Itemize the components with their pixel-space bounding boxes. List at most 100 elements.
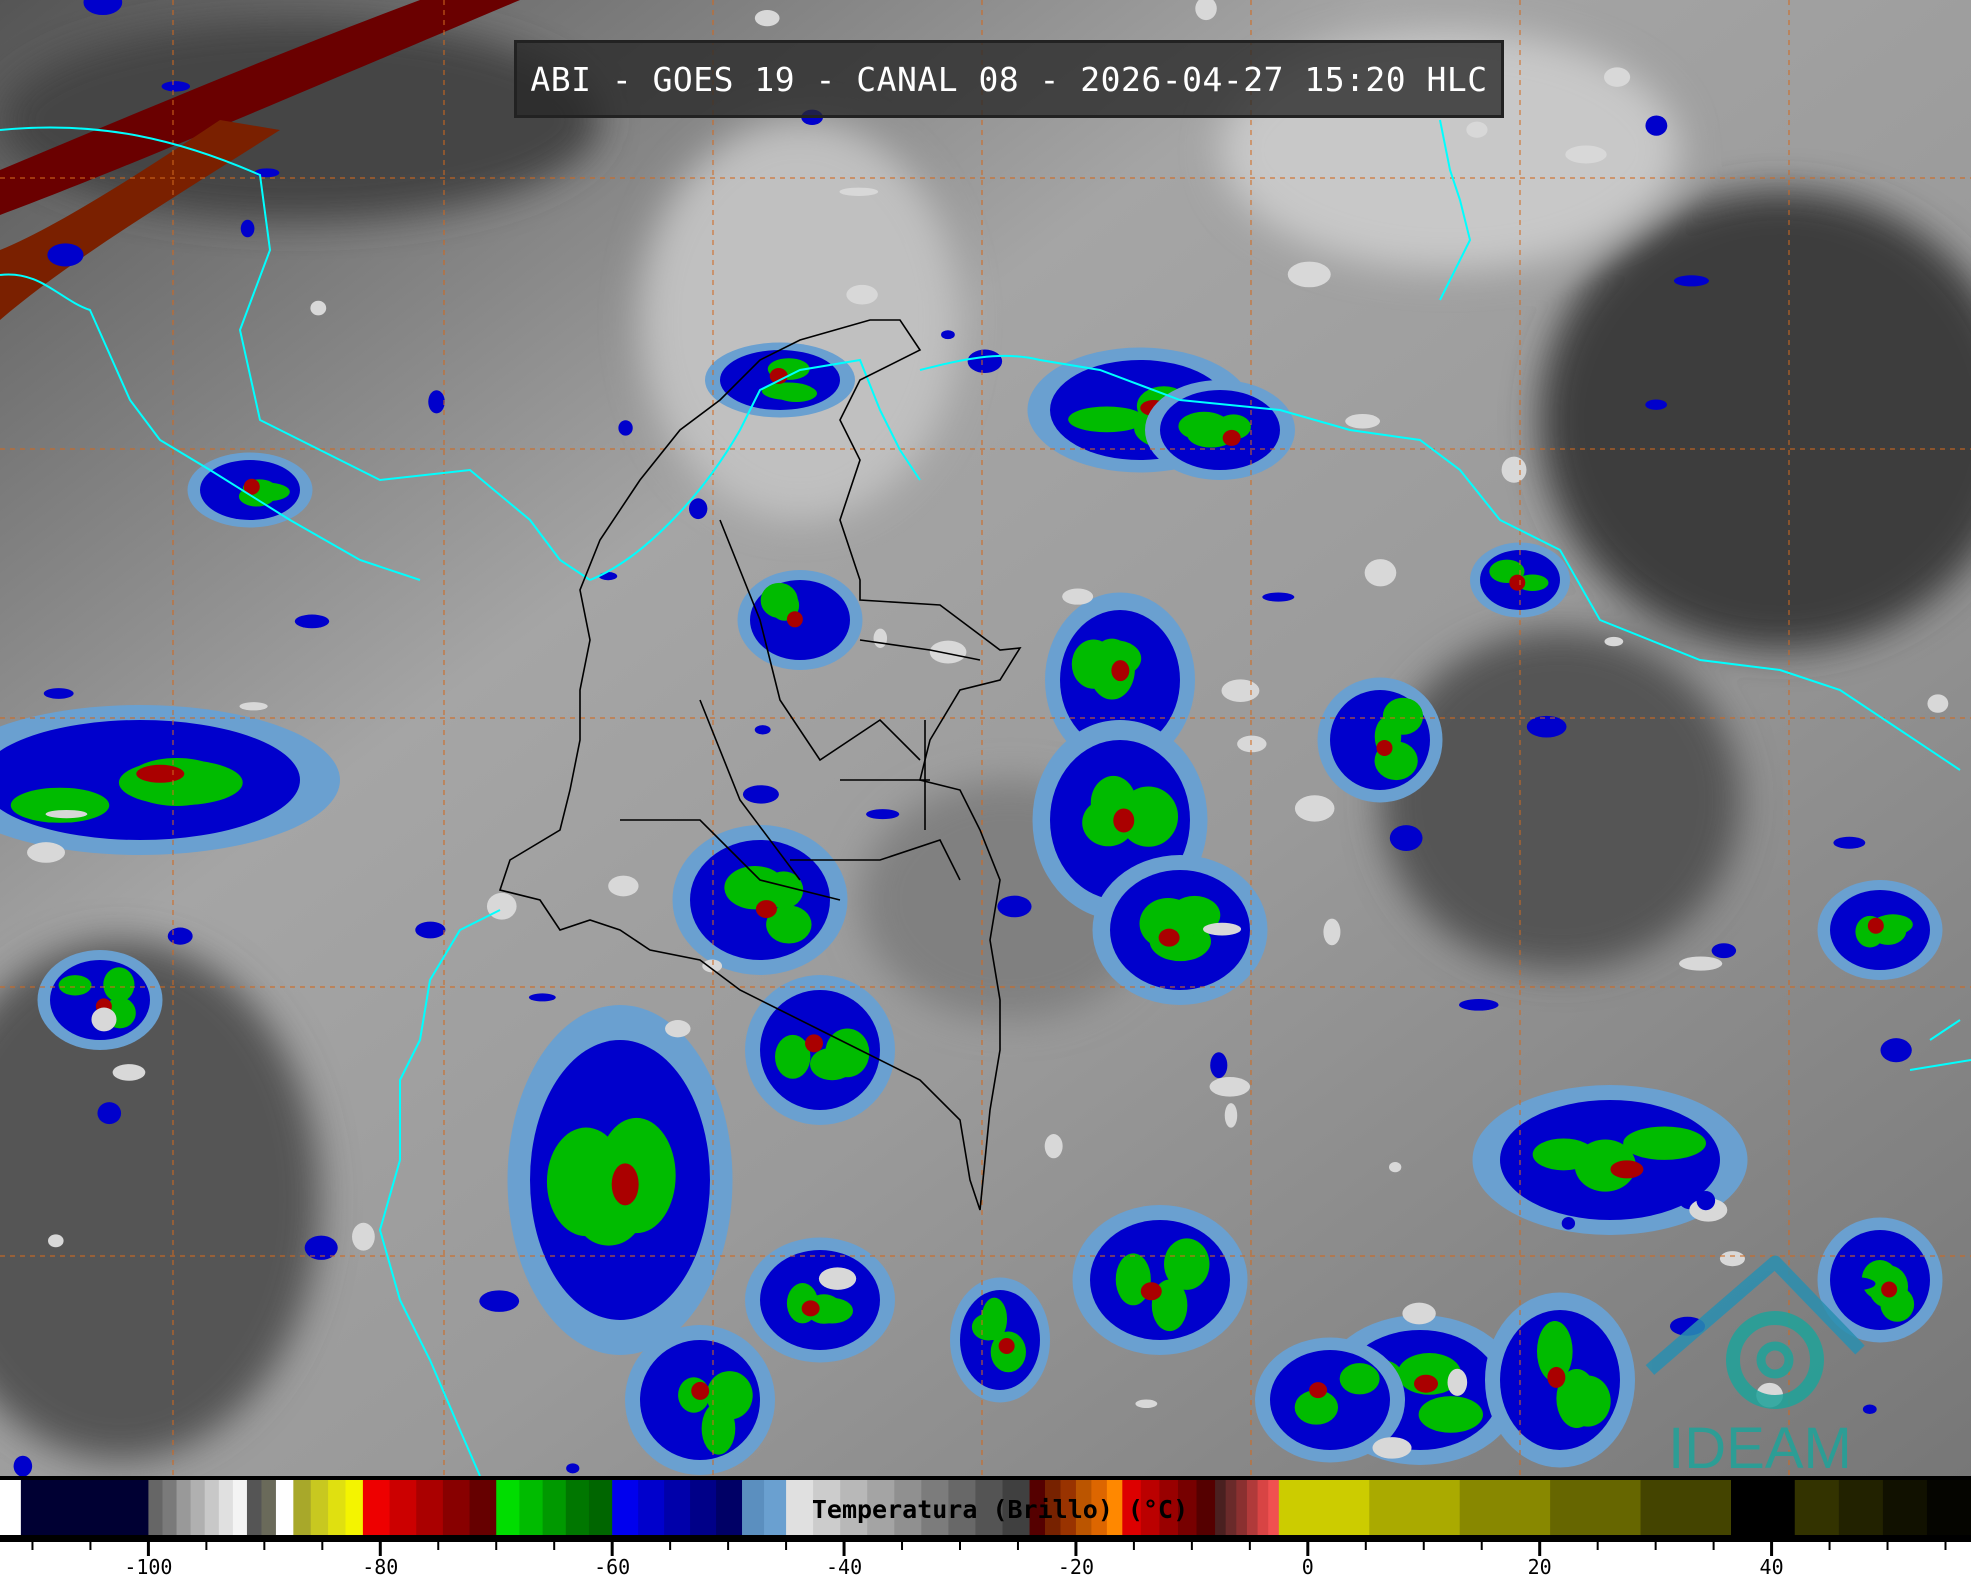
small-cloud [1880,1038,1912,1063]
small-cloud [1221,679,1260,702]
storm-cell [507,1005,733,1355]
colorbar-swatch [690,1480,717,1535]
small-cloud [1389,1161,1402,1173]
coastlines [0,119,1971,1476]
small-cloud [13,1455,33,1476]
small-cloud [967,349,1003,373]
small-cloud [1447,1368,1468,1396]
colorbar-swatch [362,1480,391,1535]
small-cloud [839,187,879,196]
small-cloud [1565,145,1607,164]
colorbar-swatch [1159,1480,1179,1535]
storm-cell [950,1277,1050,1403]
small-cloud [1195,0,1217,21]
colorbar-swatch [389,1480,417,1535]
colorbar-tick-label: -100 [124,1555,172,1577]
small-cloud [742,785,779,804]
small-cloud [161,81,191,92]
small-cloud [1526,715,1567,738]
small-cloud [479,1290,520,1312]
small-cloud [702,959,723,973]
small-cloud [1604,636,1624,647]
small-cloud [45,809,88,819]
colorbar-swatch [162,1480,178,1535]
small-cloud [1209,1076,1251,1097]
small-cloud [1294,795,1335,822]
small-cloud [1501,456,1527,483]
idea-logo: IDEAM [1645,1255,1865,1476]
small-cloud [112,1064,146,1081]
small-cloud [665,1020,691,1038]
small-cloud [415,921,446,939]
colorbar-swatch [442,1480,471,1535]
colorbar-swatch [1794,1480,1840,1535]
small-cloud [1696,1190,1716,1211]
storm-cell [37,950,163,1050]
colorbar-swatch [1246,1480,1259,1535]
small-cloud [1372,1437,1412,1459]
small-cloud [1287,261,1331,288]
small-cloud [1466,121,1488,138]
colorbar-swatch [1369,1480,1461,1535]
colorbar-swatch [1926,1480,1971,1535]
small-cloud [1323,918,1341,946]
small-cloud [1603,67,1631,87]
colombia-borders [498,319,1022,1211]
colorbar-segments [0,1480,1971,1535]
colorbar-tick-label: -80 [362,1555,398,1577]
colorbar-swatch [416,1480,444,1535]
storm-cell [0,705,340,855]
colorbar-swatch [176,1480,192,1535]
colorbar-swatch [565,1480,590,1535]
colorbar-swatch [664,1480,691,1535]
small-cloud [997,895,1032,918]
colorbar-swatch [638,1480,665,1535]
colorbar-swatch [1731,1480,1796,1535]
small-cloud [1262,592,1295,602]
colorbar-swatch [345,1480,364,1535]
small-cloud [566,1463,580,1474]
storm-cell [737,570,863,670]
small-cloud [1645,399,1668,410]
small-cloud [608,875,639,897]
storm-cell [1072,1205,1248,1355]
colorbar-swatch [1075,1480,1092,1535]
small-cloud [1833,836,1866,849]
small-cloud [618,420,633,436]
small-cloud [97,1102,122,1125]
small-cloud [352,1222,375,1251]
small-cloud [1711,943,1737,959]
colorbar-swatch [1045,1480,1062,1535]
colorbar-swatch [190,1480,206,1535]
storm-cell [187,452,313,528]
small-cloud [48,1234,64,1248]
small-cloud [1458,999,1499,1011]
colorbar-swatch [275,1480,294,1535]
colorbar-swatch [894,1480,922,1535]
colorbar-swatch [261,1480,277,1535]
colorbar-swatch [975,1480,1004,1535]
small-cloud [1364,559,1397,587]
small-cloud [294,614,330,629]
colorbar-swatch [542,1480,567,1535]
storm-cell [1045,592,1195,768]
storm-cell [1817,1217,1943,1343]
small-cloud [1345,414,1381,429]
storm-cell [1317,677,1443,803]
satellite-map: IDEAM [0,0,1971,1476]
colorbar-swatch [1640,1480,1732,1535]
colorbar-swatch [1268,1480,1280,1535]
colorbar-swatch [948,1480,977,1535]
colorbar-swatch [218,1480,234,1535]
colorbar-tick-label: -60 [594,1555,630,1577]
small-cloud [846,284,878,305]
storm-cell [1092,855,1268,1005]
small-cloud [1561,1217,1576,1230]
small-cloud [1203,922,1242,936]
small-cloud [1237,735,1267,753]
colorbar-swatch [1140,1480,1161,1535]
temperature-colorbar: Temperatura (Brillo) (°C) -100 -80 -60 -40-… [0,1476,1971,1577]
colorbar-swatch [1550,1480,1642,1535]
small-cloud [486,892,517,920]
colorbar-swatch [742,1480,765,1535]
